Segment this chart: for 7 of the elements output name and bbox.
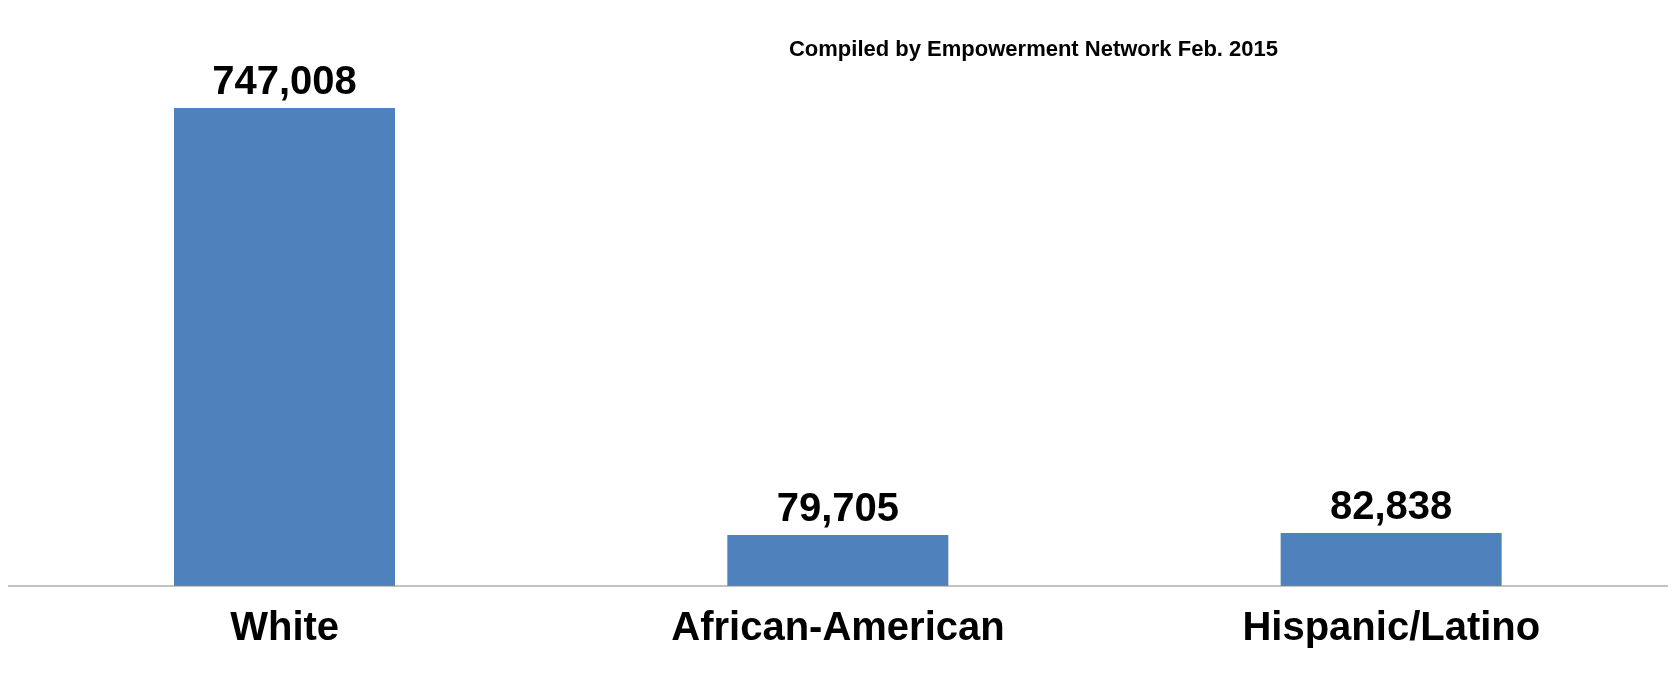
x-tick-label: African-American <box>671 604 1005 649</box>
text: Compiled by Empowerment Network Feb. 2015 <box>788 36 1278 62</box>
data-label: 79,705 <box>776 484 900 529</box>
data-label: 82,838 <box>1329 482 1453 527</box>
x-tick-label: Hispanic/Latino <box>1242 604 1541 649</box>
data-label: 747,008 <box>212 57 357 102</box>
x-tick-label: White <box>230 604 340 649</box>
